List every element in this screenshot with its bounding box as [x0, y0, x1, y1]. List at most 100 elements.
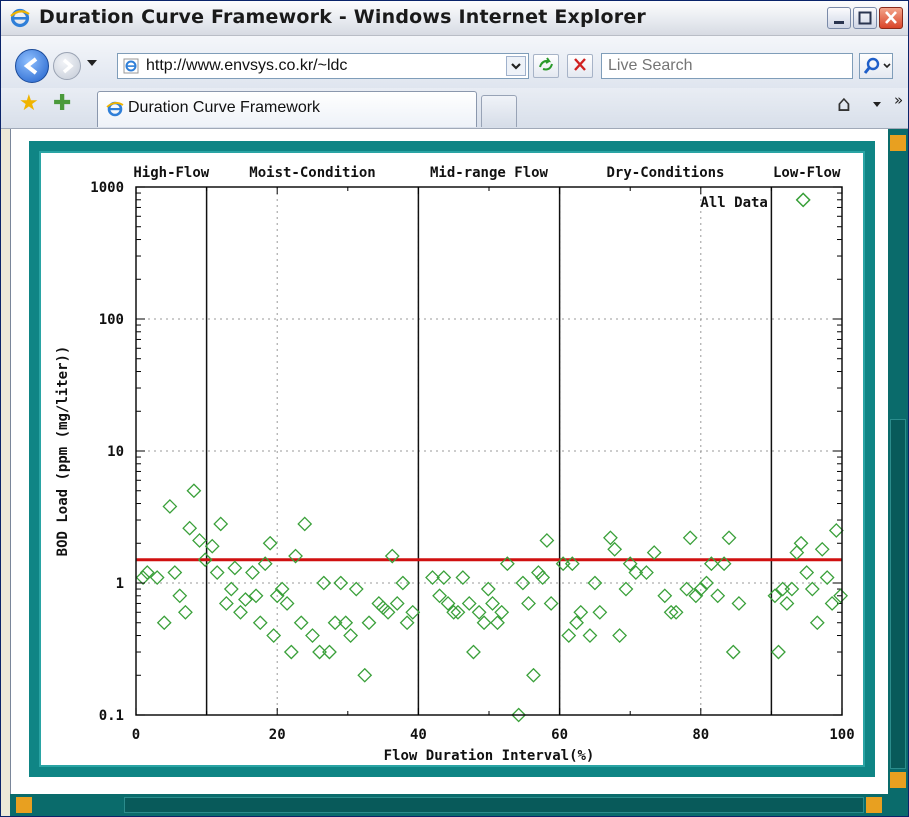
- data-point: [515, 575, 531, 591]
- data-point: [521, 596, 536, 611]
- scroll-up-arrow-icon[interactable]: [890, 135, 906, 151]
- data-point: [297, 516, 313, 532]
- data-point: [172, 588, 188, 604]
- data-point: [266, 628, 282, 643]
- y-tick-label: 10: [107, 444, 124, 460]
- address-field[interactable]: http://www.envsys.co.kr/~ldc: [117, 53, 529, 79]
- data-point: [471, 604, 487, 620]
- duration-curve-chart: High-Flow Moist-Condition Mid-range Flow Dr…: [55, 165, 855, 764]
- data-point: [814, 541, 830, 557]
- back-icon: [23, 57, 38, 75]
- data-point: [389, 596, 405, 611]
- data-point: [357, 667, 373, 683]
- data-point: [156, 615, 172, 631]
- y-tick-label: 1: [116, 576, 124, 592]
- history-dropdown[interactable]: [87, 60, 97, 66]
- data-point: [178, 604, 193, 620]
- scroll-right-arrow-icon[interactable]: [866, 797, 882, 813]
- forward-button[interactable]: [53, 52, 81, 80]
- vertical-scroll-thumb[interactable]: [890, 419, 906, 769]
- data-point: [682, 530, 698, 546]
- data-point: [197, 552, 213, 568]
- refresh-icon: [539, 57, 553, 71]
- data-point: [618, 581, 634, 597]
- data-point: [543, 596, 559, 611]
- close-button[interactable]: [879, 7, 903, 29]
- x-tick-label: 0: [132, 727, 140, 743]
- data-point: [252, 615, 268, 631]
- maximize-button[interactable]: [853, 7, 877, 29]
- data-point: [233, 604, 248, 620]
- data-point: [371, 596, 387, 611]
- data-point: [436, 570, 452, 585]
- data-point: [499, 556, 515, 572]
- data-point: [679, 581, 695, 597]
- data-point: [710, 588, 726, 604]
- stop-button[interactable]: [567, 54, 593, 78]
- data-point: [283, 644, 299, 660]
- zone-label: Moist-Condition: [249, 165, 375, 181]
- search-button[interactable]: [859, 53, 893, 79]
- address-url[interactable]: http://www.envsys.co.kr/~ldc: [146, 57, 348, 74]
- data-point: [795, 192, 811, 208]
- refresh-button[interactable]: [533, 54, 559, 78]
- data-point: [135, 570, 151, 585]
- data-point: [182, 520, 198, 536]
- data-point: [440, 596, 456, 611]
- data-point: [490, 615, 505, 631]
- horizontal-scrollbar[interactable]: [10, 794, 888, 816]
- horizontal-scroll-thumb[interactable]: [124, 797, 864, 813]
- data-point: [668, 604, 684, 620]
- data-point: [793, 535, 809, 551]
- data-point: [466, 644, 481, 660]
- legend-label: All Data: [700, 195, 767, 211]
- tab-duration-curve[interactable]: Duration Curve Framework: [97, 91, 477, 127]
- data-point: [269, 588, 285, 604]
- data-point: [262, 535, 278, 551]
- toolbar-overflow-icon[interactable]: »: [894, 91, 904, 109]
- data-point: [688, 588, 704, 604]
- data-point: [343, 628, 359, 643]
- data-point: [725, 644, 741, 660]
- scroll-down-arrow-icon[interactable]: [890, 772, 906, 788]
- data-point: [238, 592, 253, 607]
- data-point: [395, 575, 411, 591]
- live-search-input[interactable]: [601, 53, 853, 79]
- x-tick-label: 60: [551, 727, 568, 743]
- x-tick-label: 40: [410, 727, 427, 743]
- scroll-left-arrow-icon[interactable]: [16, 797, 32, 813]
- back-button[interactable]: [15, 49, 49, 83]
- data-point: [716, 556, 732, 572]
- data-point: [804, 581, 820, 597]
- data-point: [322, 644, 337, 660]
- x-tick-label: 20: [269, 727, 286, 743]
- vertical-scrollbar[interactable]: [888, 129, 908, 794]
- minimize-button[interactable]: [827, 7, 851, 29]
- address-dropdown-button[interactable]: [506, 56, 526, 76]
- data-point: [167, 565, 183, 580]
- title-bar[interactable]: Duration Curve Framework - Windows Inter…: [1, 1, 908, 36]
- new-tab-button[interactable]: [481, 95, 517, 127]
- data-point: [425, 570, 440, 585]
- data-point: [526, 667, 541, 683]
- home-icon[interactable]: ⌂: [837, 92, 851, 117]
- data-point: [279, 596, 295, 611]
- data-point: [607, 541, 623, 557]
- home-dropdown[interactable]: [873, 102, 881, 107]
- data-point: [564, 556, 580, 572]
- search-icon: [863, 57, 891, 74]
- favorites-star-icon[interactable]: ★: [19, 91, 39, 116]
- zone-label: High-Flow: [133, 165, 209, 181]
- add-favorites-icon[interactable]: ✚: [53, 91, 72, 116]
- zone-label: Dry-Conditions: [606, 165, 724, 181]
- data-point: [288, 548, 303, 564]
- data-point: [587, 575, 603, 591]
- data-point: [213, 516, 229, 532]
- data-point: [209, 565, 225, 580]
- scrollbar-corner: [888, 794, 908, 816]
- data-point: [828, 523, 844, 538]
- data-point: [248, 588, 264, 604]
- data-point: [703, 556, 719, 572]
- data-point: [149, 570, 165, 585]
- close-icon: [885, 11, 897, 24]
